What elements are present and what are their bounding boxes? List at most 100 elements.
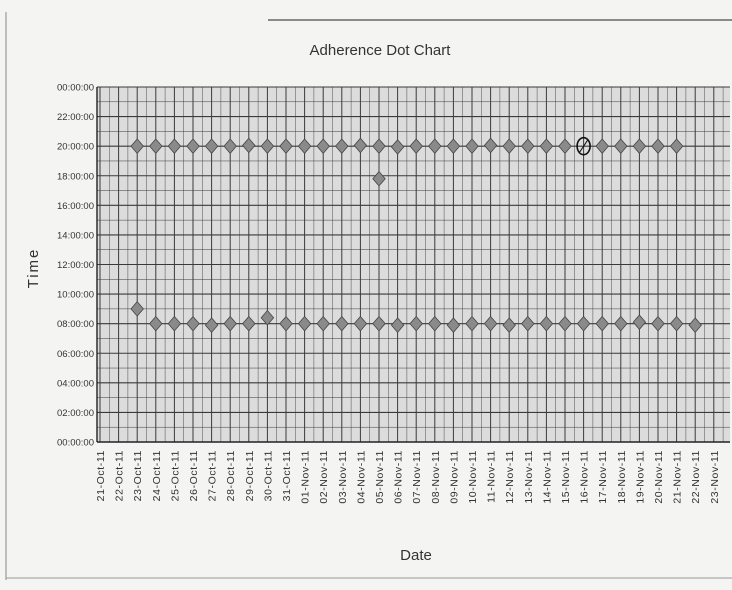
data-point-diamond [297,138,312,154]
data-point-diamond [242,137,256,154]
data-point-diamond [465,138,479,154]
data-point-diamond [260,138,275,154]
x-tick-label: 28-Oct-11 [225,450,237,501]
data-point-diamond [521,315,535,332]
data-point-diamond [632,138,647,154]
data-point-diamond [502,317,516,333]
data-point-diamond [651,315,665,332]
data-point-diamond [130,301,144,317]
x-tick-label: 23-Nov-11 [709,450,721,504]
x-tick-label: 31-Oct-11 [281,450,293,501]
data-point-diamond [428,138,442,154]
data-point-diamond [279,315,293,332]
data-point-diamond [335,315,349,332]
y-tick-label: 02:00:00 [57,408,94,419]
x-tick-label: 03-Nov-11 [337,450,349,504]
data-point-diamond [353,137,368,154]
x-tick-label: 02-Nov-11 [318,450,330,504]
x-tick-label: 22-Oct-11 [114,450,126,501]
data-point-diamond [446,138,461,154]
data-point-diamond [390,139,405,155]
gridlines [96,86,730,443]
data-point-diamond [372,315,386,332]
x-tick-label: 08-Nov-11 [430,450,442,504]
y-axis-label: Time [25,248,42,289]
x-tick-label: 06-Nov-11 [393,450,405,504]
y-tick-label: 14:00:00 [57,230,94,241]
x-tick-label: 11-Nov-11 [486,450,498,503]
data-point-diamond [223,138,237,154]
data-point-diamond [465,315,479,332]
data-point-diamond [316,315,330,332]
data-point-diamond [409,315,423,332]
data-point-diamond [595,138,609,154]
y-tick-label: 00:00:00 [57,83,94,94]
data-point-diamond [521,138,535,154]
data-point-diamond [614,315,628,332]
x-tick-label: 21-Oct-11 [95,450,107,501]
data-point-diamond [688,317,702,333]
data-point-diamond [186,315,200,332]
x-tick-label: 23-Oct-11 [132,450,144,501]
y-tick-label: 16:00:00 [57,201,94,212]
x-tick-label: 29-Oct-11 [244,450,256,501]
data-point-diamond [316,138,330,154]
x-tick-label: 27-Oct-11 [207,450,219,501]
data-point-diamond [483,137,498,154]
data-point-diamond [632,314,647,331]
x-tick-label: 20-Nov-11 [653,450,665,504]
data-point-diamond [186,138,200,154]
data-point-diamond [595,315,609,332]
data-point-diamond [204,317,219,333]
y-tick-label: 10:00:00 [57,290,94,301]
circled-marker [576,136,591,156]
y-tick-labels: 00:00:00 02:00:00 04:00:00 06:00:00 08:00:00… [57,83,94,449]
x-tick-label: 22-Nov-11 [690,450,702,504]
x-tick-label: 13-Nov-11 [523,450,535,504]
x-tick-label: 16-Nov-11 [579,450,591,504]
data-point-diamond [409,138,423,154]
y-tick-label: 04:00:00 [57,378,94,389]
data-point-diamond [558,138,572,154]
x-tick-label: 18-Nov-11 [616,450,628,504]
x-tick-label: 09-Nov-11 [448,450,460,504]
data-point-diamond [372,138,386,154]
x-tick-label: 21-Nov-11 [672,450,684,504]
y-tick-label: 20:00:00 [57,142,94,153]
data-point-diamond [539,138,554,154]
chart-title: Adherence Dot Chart [310,42,452,59]
x-axis-label: Date [400,547,432,564]
x-tick-label: 05-Nov-11 [374,450,386,504]
x-tick-label: 17-Nov-11 [597,450,609,504]
y-tick-label: 22:00:00 [57,112,94,123]
data-point-diamond [502,138,516,154]
data-point-diamond [130,138,144,154]
y-tick-label: 06:00:00 [57,349,94,360]
x-tick-label: 10-Nov-11 [467,450,479,504]
data-point-diamond [279,138,293,154]
data-point-diamond [651,138,665,154]
data-point-diamond [576,315,591,332]
data-point-diamond [669,138,684,154]
x-tick-label: 15-Nov-11 [560,450,572,504]
data-point-diamond [260,309,275,326]
x-tick-label: 30-Oct-11 [262,450,274,501]
x-tick-label: 14-Nov-11 [541,450,553,504]
data-point-diamond [483,315,498,332]
data-point-diamond [223,315,237,332]
data-point-diamond [614,138,628,154]
y-tick-label: 12:00:00 [57,260,94,271]
x-tick-label: 01-Nov-11 [300,450,312,504]
data-point-diamond [204,138,219,154]
y-tick-label: 08:00:00 [57,319,94,330]
x-tick-label: 26-Oct-11 [188,450,200,501]
x-tick-labels: 21-Oct-11 22-Oct-11 23-Oct-11 24-Oct-11 25-O… [95,450,721,504]
data-point-diamond [539,315,554,332]
x-tick-label: 25-Oct-11 [169,450,181,501]
data-point-diamond [390,317,405,333]
data-point-diamond [242,315,256,332]
data-point-diamond [167,315,182,332]
y-tick-label: 18:00:00 [57,171,94,182]
data-point-diamond [335,138,349,154]
